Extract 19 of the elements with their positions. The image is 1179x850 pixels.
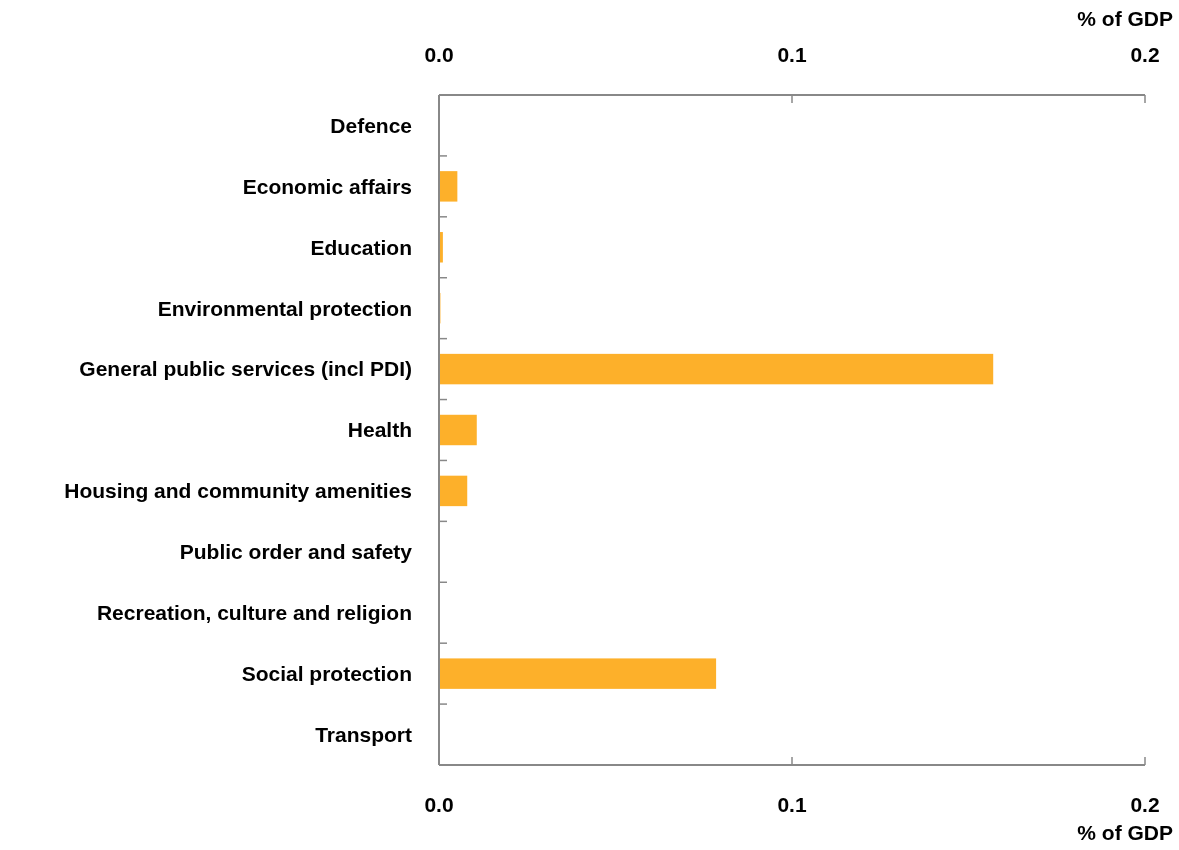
y-tick-label: Transport <box>315 722 412 746</box>
x2-tick-label: 0.2 <box>1130 43 1160 66</box>
x-tick-label: 0.2 <box>1130 793 1160 816</box>
x-tick-label: 0.1 <box>777 793 807 816</box>
x2-axis-title: % of GDP <box>1077 7 1173 30</box>
y-tick-label: Health <box>347 418 412 442</box>
y-tick-label: Defence <box>330 113 412 137</box>
y-tick-label: Education <box>310 235 412 259</box>
y-tick-label: Economic affairs <box>242 174 412 198</box>
y-tick-label: Recreation, culture and religion <box>96 601 412 625</box>
y-tick-label: Public order and safety <box>179 540 413 564</box>
y-tick-label: Housing and community amenities <box>64 479 412 503</box>
x2-tick-label: 0.0 <box>424 43 454 66</box>
y-tick-label: General public services (incl PDI) <box>79 357 412 381</box>
y-tick-label: Environmental protection <box>157 296 412 320</box>
x-tick-label: 0.0 <box>424 793 454 816</box>
y-tick-label: Social protection <box>241 661 412 685</box>
x2-tick-label: 0.1 <box>777 43 807 66</box>
x-axis-title: % of GDP <box>1077 821 1173 844</box>
